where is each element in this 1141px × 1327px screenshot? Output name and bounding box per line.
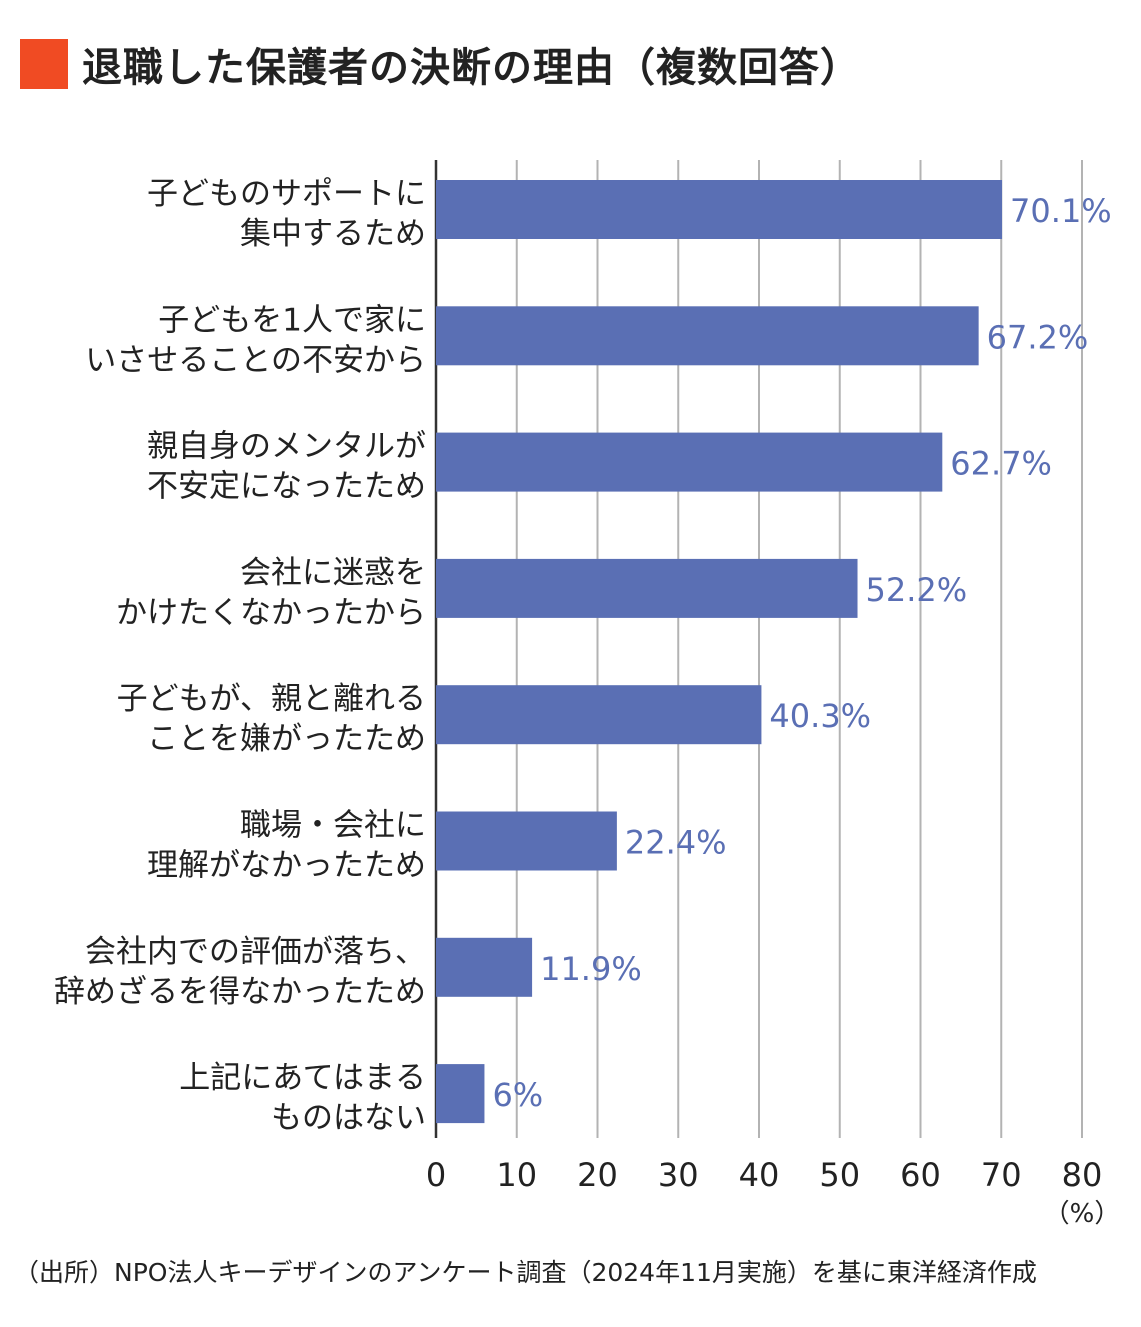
category-label-line: 辞めざるを得なかったため <box>54 974 426 1010</box>
bar-5 <box>436 811 617 871</box>
x-unit-label: （%） <box>1044 1199 1121 1229</box>
tick-label-0: 0 <box>426 1156 446 1194</box>
tick-label-20: 20 <box>577 1156 618 1194</box>
category-label-line: かけたくなかったから <box>116 595 426 631</box>
category-label-line: いさせることの不安から <box>85 342 426 378</box>
value-label-2: 62.7% <box>950 445 1052 483</box>
tick-label-80: 80 <box>1062 1156 1103 1194</box>
bars <box>436 180 1003 1124</box>
category-label-line: 子どもが、親と離れる <box>117 681 426 717</box>
category-label-line: 不安定になったため <box>147 469 426 505</box>
value-label-1: 67.2% <box>987 318 1089 356</box>
category-label-1: 子どもを1人で家にいさせることの不安から <box>85 302 426 378</box>
category-label-4: 子どもが、親と離れることを嫌がったため <box>117 681 426 757</box>
category-label-3: 会社に迷惑をかけたくなかったから <box>116 555 426 631</box>
category-label-0: 子どものサポートに集中するため <box>147 176 426 252</box>
value-label-5: 22.4% <box>625 824 727 862</box>
value-label-3: 52.2% <box>866 571 968 609</box>
category-label-line: 上記にあてはまる <box>179 1060 426 1096</box>
category-label-line: 親自身のメンタルが <box>147 429 426 465</box>
bar-3 <box>436 558 858 618</box>
value-label-6: 11.9% <box>540 950 642 988</box>
tick-label-60: 60 <box>900 1156 941 1194</box>
bar-chart: 子どものサポートに集中するため 70.1% 子どもを1人で家にいさせることの不安から… <box>54 160 1121 1229</box>
bar-0 <box>436 180 1003 239</box>
chart-title: 退職した保護者の決断の理由（複数回答） <box>82 45 861 91</box>
labels: 子どものサポートに集中するため 70.1% 子どもを1人で家にいさせることの不安から… <box>54 176 1112 1136</box>
category-label-line: 職場・会社に <box>240 808 426 844</box>
category-label-2: 親自身のメンタルが不安定になったため <box>147 429 426 505</box>
bar-4 <box>436 685 762 745</box>
chart-title-block: 退職した保護者の決断の理由（複数回答） <box>20 36 861 92</box>
category-label-line: 理解がなかったため <box>147 848 426 884</box>
category-label-line: 集中するため <box>240 216 426 252</box>
category-label-5: 職場・会社に理解がなかったため <box>147 808 426 884</box>
category-label-7: 上記にあてはまるものはない <box>179 1060 426 1136</box>
tick-label-40: 40 <box>739 1156 780 1194</box>
value-label-0: 70.1% <box>1010 192 1112 230</box>
category-label-line: ものはない <box>271 1100 426 1136</box>
tick-label-50: 50 <box>819 1156 860 1194</box>
tick-label-10: 10 <box>496 1156 537 1194</box>
value-label-7: 6% <box>492 1076 543 1114</box>
category-label-line: 子どものサポートに <box>147 176 426 212</box>
category-label-line: 会社内での評価が落ち、 <box>85 934 426 970</box>
x-axis-ticks: 0 10 20 30 40 50 60 70 80 （%） <box>426 1156 1121 1229</box>
bar-1 <box>436 306 979 366</box>
category-label-line: 会社に迷惑を <box>240 555 426 591</box>
category-label-6: 会社内での評価が落ち、辞めざるを得なかったため <box>54 934 426 1010</box>
category-label-line: ことを嫌がったため <box>147 721 426 757</box>
tick-label-70: 70 <box>981 1156 1022 1194</box>
bar-2 <box>436 432 943 492</box>
bar-6 <box>436 937 533 997</box>
category-label-line: 子どもを1人で家に <box>158 302 426 338</box>
value-label-4: 40.3% <box>769 697 871 735</box>
tick-label-30: 30 <box>658 1156 699 1194</box>
title-marker-square <box>20 39 68 89</box>
source-note: （出所）NPO法人キーデザインのアンケート調査（2024年11月実施）を基に東洋… <box>14 1258 1037 1287</box>
bar-7 <box>436 1064 485 1124</box>
